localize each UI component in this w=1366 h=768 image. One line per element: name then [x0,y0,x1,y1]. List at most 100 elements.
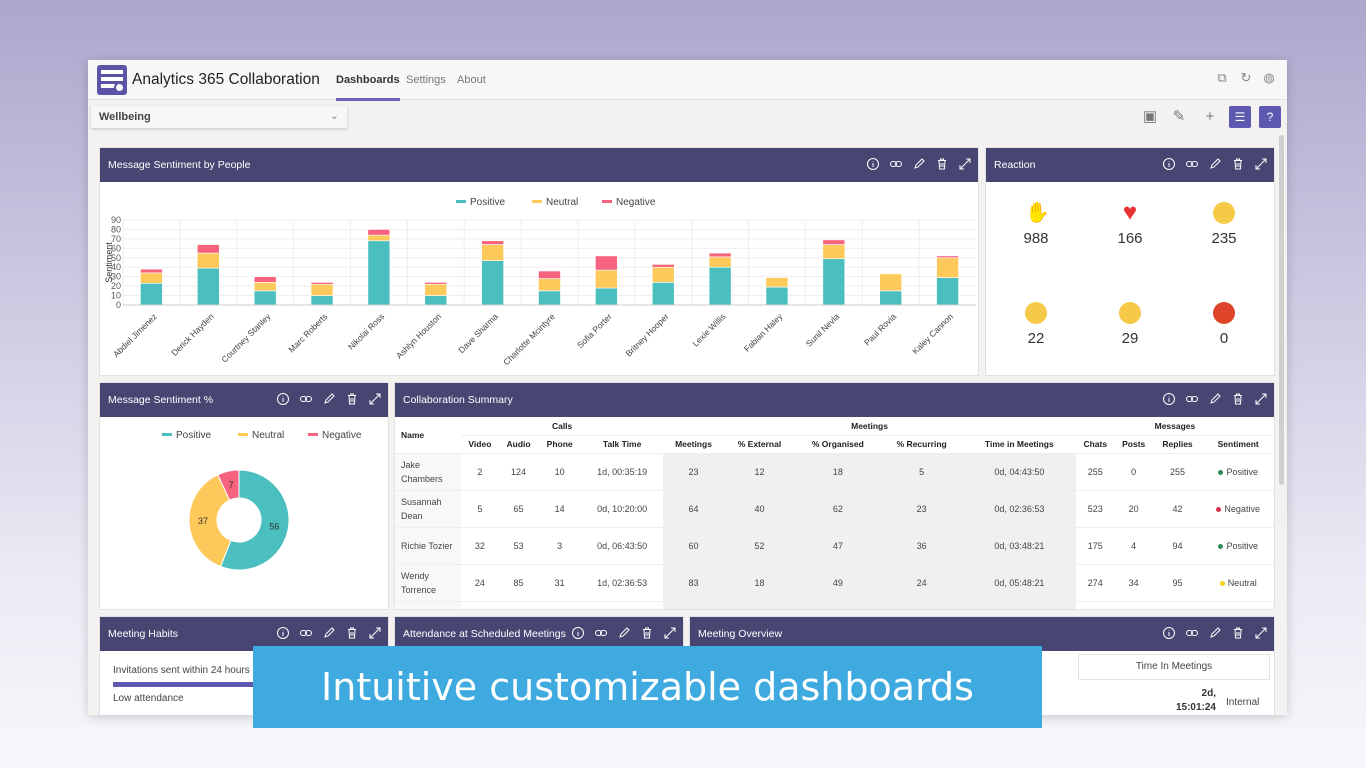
bar-positive[interactable] [651,282,675,306]
expand-icon[interactable] [368,392,382,406]
edit-icon[interactable] [322,626,336,640]
link-icon[interactable] [299,392,313,406]
bar-positive[interactable] [367,240,391,306]
bar-positive[interactable] [765,286,789,306]
list-view-button[interactable]: ☰ [1229,106,1251,128]
bar-positive[interactable] [481,260,504,306]
page-scrollbar[interactable] [1279,135,1284,485]
bar-neutral[interactable] [822,244,846,260]
delete-icon[interactable] [345,392,359,406]
column-header[interactable]: % Organised [795,434,881,453]
donut-slice-negative[interactable] [217,469,240,501]
expand-icon[interactable] [1254,392,1268,406]
expand-icon[interactable] [368,626,382,640]
bar-negative[interactable] [140,268,163,274]
edit-icon[interactable]: ✎ [1172,108,1186,125]
bar-neutral[interactable] [708,256,732,268]
donut-slice-neutral[interactable] [188,474,232,568]
column-header[interactable]: Name [401,429,425,440]
popout-icon[interactable]: ⧉ [1217,70,1227,85]
info-icon[interactable] [1162,626,1176,640]
bar-positive[interactable] [310,295,334,306]
delete-icon[interactable] [1231,157,1245,171]
bar-negative[interactable] [595,255,618,271]
delete-icon[interactable] [935,157,949,171]
link-icon[interactable] [1185,392,1199,406]
link-icon[interactable] [889,157,903,171]
calendar-settings-icon[interactable]: ▣ [1142,108,1158,125]
expand-icon[interactable] [663,626,677,640]
help-button[interactable]: ? [1259,106,1281,128]
table-row[interactable]: Stuart31115121d, 05:48:21946239230d, 01:… [395,600,1274,609]
link-icon[interactable] [1185,626,1199,640]
column-header[interactable]: Sentiment [1202,434,1274,453]
table-row[interactable]: Wendy Torrence 24 85 31 1d, 02:36:53 83 18 49 24… [395,563,1274,601]
bar-neutral[interactable] [197,252,220,269]
edit-icon[interactable] [912,157,926,171]
tab-dashboards[interactable]: Dashboards [336,74,400,101]
bar-neutral[interactable] [595,269,618,289]
bar-negative[interactable] [424,282,448,285]
edit-icon[interactable] [1208,626,1222,640]
column-header[interactable]: Audio [498,434,539,453]
bar-negative[interactable] [197,244,220,254]
delete-icon[interactable] [345,626,359,640]
bar-neutral[interactable] [253,282,277,292]
bar-positive[interactable] [140,282,163,306]
bar-positive[interactable] [879,290,903,306]
bar-negative[interactable] [651,264,675,268]
column-header[interactable]: % Recurring [880,434,963,453]
refresh-icon[interactable]: ↻ [1240,70,1252,85]
column-header[interactable]: Posts [1114,434,1153,453]
edit-icon[interactable] [617,626,631,640]
bar-negative[interactable] [708,252,732,258]
table-row[interactable]: Richie Tozier 32 53 3 0d, 06:43:50 60 52 47 36 0d… [395,526,1274,564]
bar-neutral[interactable] [424,283,448,296]
bar-neutral[interactable] [140,272,163,284]
delete-icon[interactable] [1231,392,1245,406]
bar-negative[interactable] [253,276,277,283]
bar-positive[interactable] [936,277,959,306]
info-icon[interactable] [1162,157,1176,171]
column-header[interactable]: Phone [538,434,582,453]
column-header[interactable]: Meetings [663,434,724,453]
globe-icon[interactable]: ◍ [1263,70,1275,85]
bar-positive[interactable] [538,290,561,306]
link-icon[interactable] [594,626,608,640]
column-header[interactable]: % External [723,434,796,453]
column-header[interactable]: Video [461,434,499,453]
bar-neutral[interactable] [538,278,561,292]
bar-neutral[interactable] [481,244,504,261]
bar-negative[interactable] [936,255,959,259]
expand-icon[interactable] [1254,626,1268,640]
bar-negative[interactable] [367,229,391,236]
column-header[interactable]: Talk Time [581,434,664,453]
bar-neutral[interactable] [879,273,903,292]
dashboard-select[interactable]: Wellbeing ⌄ [91,106,347,128]
column-header[interactable]: Chats [1075,434,1115,453]
tab-settings[interactable]: Settings [406,74,446,86]
bar-positive[interactable] [424,295,448,306]
bar-positive[interactable] [197,267,220,306]
delete-icon[interactable] [640,626,654,640]
link-icon[interactable] [1185,157,1199,171]
info-icon[interactable] [571,626,585,640]
add-icon[interactable]: + [1205,108,1215,125]
bar-negative[interactable] [822,239,846,245]
bar-negative[interactable] [538,270,561,279]
bar-positive[interactable] [822,258,846,306]
bar-neutral[interactable] [651,266,675,283]
bar-neutral[interactable] [936,257,959,278]
info-icon[interactable] [276,626,290,640]
info-icon[interactable] [1162,392,1176,406]
edit-icon[interactable] [1208,157,1222,171]
bar-neutral[interactable] [367,234,391,242]
bar-negative[interactable] [310,282,334,285]
info-icon[interactable] [276,392,290,406]
bar-neutral[interactable] [310,283,334,296]
info-icon[interactable] [866,157,880,171]
delete-icon[interactable] [1231,626,1245,640]
donut-slice-positive[interactable] [219,469,290,571]
bar-neutral[interactable] [765,277,789,288]
expand-icon[interactable] [1254,157,1268,171]
